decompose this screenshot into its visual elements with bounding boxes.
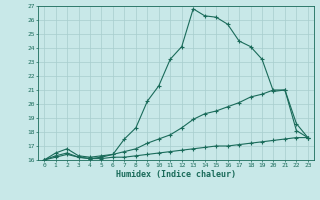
X-axis label: Humidex (Indice chaleur): Humidex (Indice chaleur): [116, 170, 236, 179]
